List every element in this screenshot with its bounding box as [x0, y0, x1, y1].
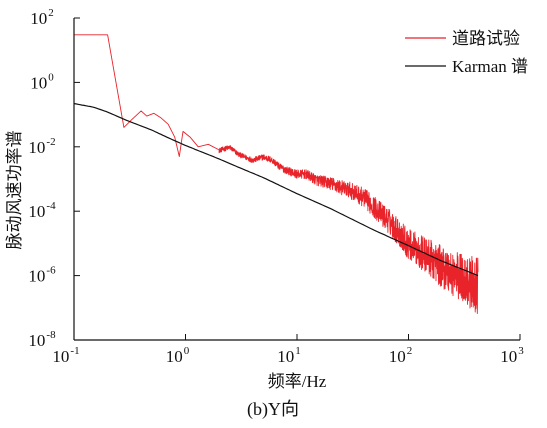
y-tick-label: 102: [30, 7, 54, 28]
legend-label-karman: Karman 谱: [452, 57, 528, 76]
x-tick-label: 103: [500, 345, 524, 366]
series-road-test-line: [74, 34, 479, 314]
series-karman-line: [73, 103, 479, 277]
y-tick-label: 10-2: [28, 136, 55, 157]
y-tick-label: 10-4: [28, 200, 56, 221]
x-tick-label: 10-1: [52, 345, 79, 366]
plot-area: [73, 34, 479, 314]
x-tick-label: 102: [389, 345, 413, 366]
y-tick-label: 10-6: [28, 265, 56, 286]
y-axis-title: 脉动风速功率谱: [5, 131, 24, 250]
x-tick-label: 101: [277, 345, 301, 366]
y-tick-label: 100: [30, 71, 54, 92]
legend: 道路试验 Karman 谱: [405, 29, 528, 76]
x-axis-title: 频率/Hz: [268, 372, 327, 391]
figure-caption: (b)Y向: [247, 399, 299, 420]
legend-label-road-test: 道路试验: [452, 29, 520, 48]
x-tick-label: 100: [166, 345, 190, 366]
